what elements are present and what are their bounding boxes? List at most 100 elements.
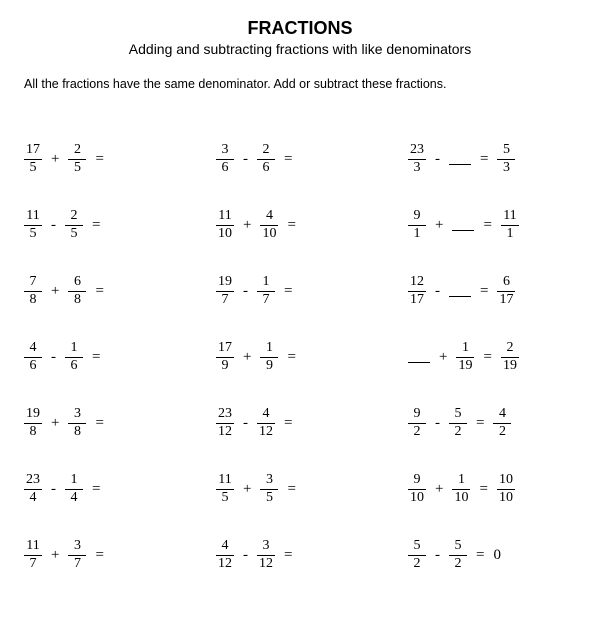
- result-plain: 0: [493, 547, 501, 564]
- problem: 46-16=: [24, 337, 192, 377]
- fraction: 175: [24, 143, 42, 175]
- blank-slot: [449, 153, 471, 165]
- operator: +: [50, 415, 60, 432]
- denominator: 2: [497, 425, 508, 440]
- fraction: 412: [216, 539, 234, 571]
- denominator: 10: [452, 491, 470, 506]
- equals-sign: =: [94, 151, 104, 168]
- fraction: 410: [260, 209, 278, 241]
- denominator: 4: [28, 491, 39, 506]
- numerator: 2: [504, 341, 515, 356]
- operator: -: [242, 283, 249, 300]
- fraction: 119: [456, 341, 474, 373]
- denominator: 7: [28, 557, 39, 572]
- problem: 115-25=: [24, 205, 192, 245]
- fraction: 42: [493, 407, 511, 439]
- denominator: 9: [220, 359, 231, 374]
- worksheet-page: FRACTIONS Adding and subtracting fractio…: [0, 0, 600, 575]
- numerator: 2: [69, 209, 80, 224]
- equals-sign: =: [283, 547, 293, 564]
- fraction: 19: [260, 341, 278, 373]
- numerator: 17: [216, 341, 234, 356]
- equals-sign: =: [475, 547, 485, 564]
- problem: 175+25=: [24, 139, 192, 179]
- problem: 115+35=: [216, 469, 384, 509]
- fraction: 312: [257, 539, 275, 571]
- numerator: 5: [412, 539, 423, 554]
- numerator: 3: [220, 143, 231, 158]
- numerator: 1: [460, 341, 471, 356]
- numerator: 17: [24, 143, 42, 158]
- page-title: FRACTIONS: [24, 18, 576, 39]
- equals-sign: =: [91, 481, 101, 498]
- equals-sign: =: [482, 349, 492, 366]
- fraction: 52: [449, 539, 467, 571]
- numerator: 5: [501, 143, 512, 158]
- numerator: 5: [453, 539, 464, 554]
- numerator: 9: [412, 407, 423, 422]
- numerator: 3: [72, 407, 83, 422]
- operator: -: [242, 151, 249, 168]
- numerator: 11: [24, 539, 41, 554]
- denominator: 6: [28, 359, 39, 374]
- problem: 234-14=: [24, 469, 192, 509]
- denominator: 10: [216, 227, 234, 242]
- denominator: 5: [28, 161, 39, 176]
- equals-sign: =: [283, 283, 293, 300]
- blank-slot: [452, 219, 474, 231]
- fraction: 111: [501, 209, 519, 241]
- problem: 197-17=: [216, 271, 384, 311]
- fraction: 2312: [216, 407, 234, 439]
- numerator: 23: [24, 473, 42, 488]
- denominator: 5: [69, 227, 80, 242]
- denominator: 5: [72, 161, 83, 176]
- equals-sign: =: [94, 547, 104, 564]
- equals-sign: =: [475, 415, 485, 432]
- problem: 52-52=0: [408, 535, 576, 575]
- numerator: 11: [501, 209, 518, 224]
- fraction: 117: [24, 539, 42, 571]
- fraction: 36: [216, 143, 234, 175]
- fraction: 910: [408, 473, 426, 505]
- numerator: 19: [24, 407, 42, 422]
- problem: +119=219: [408, 337, 576, 377]
- denominator: 1: [412, 227, 423, 242]
- equals-sign: =: [286, 481, 296, 498]
- operator: +: [50, 283, 60, 300]
- fraction: 219: [501, 341, 519, 373]
- operator: -: [242, 547, 249, 564]
- operator: -: [50, 217, 57, 234]
- denominator: 2: [412, 557, 423, 572]
- denominator: 10: [260, 227, 278, 242]
- denominator: 9: [264, 359, 275, 374]
- numerator: 2: [261, 143, 272, 158]
- denominator: 12: [216, 425, 234, 440]
- fraction: 115: [24, 209, 42, 241]
- fraction: 110: [452, 473, 470, 505]
- denominator: 2: [453, 557, 464, 572]
- equals-sign: =: [286, 349, 296, 366]
- fraction: 35: [260, 473, 278, 505]
- numerator: 4: [220, 539, 231, 554]
- numerator: 1: [456, 473, 467, 488]
- denominator: 12: [216, 557, 234, 572]
- blank-slot: [408, 351, 430, 363]
- numerator: 4: [261, 407, 272, 422]
- denominator: 6: [69, 359, 80, 374]
- operator: +: [50, 547, 60, 564]
- numerator: 23: [216, 407, 234, 422]
- fraction: 78: [24, 275, 42, 307]
- instructions-text: All the fractions have the same denomina…: [24, 77, 576, 91]
- numerator: 11: [24, 209, 41, 224]
- denominator: 17: [408, 293, 426, 308]
- denominator: 5: [28, 227, 39, 242]
- fraction: 412: [257, 407, 275, 439]
- numerator: 4: [28, 341, 39, 356]
- numerator: 3: [264, 473, 275, 488]
- denominator: 5: [220, 491, 231, 506]
- denominator: 8: [28, 425, 39, 440]
- problem: 412-312=: [216, 535, 384, 575]
- denominator: 3: [501, 161, 512, 176]
- problem: 78+68=: [24, 271, 192, 311]
- fraction: 197: [216, 275, 234, 307]
